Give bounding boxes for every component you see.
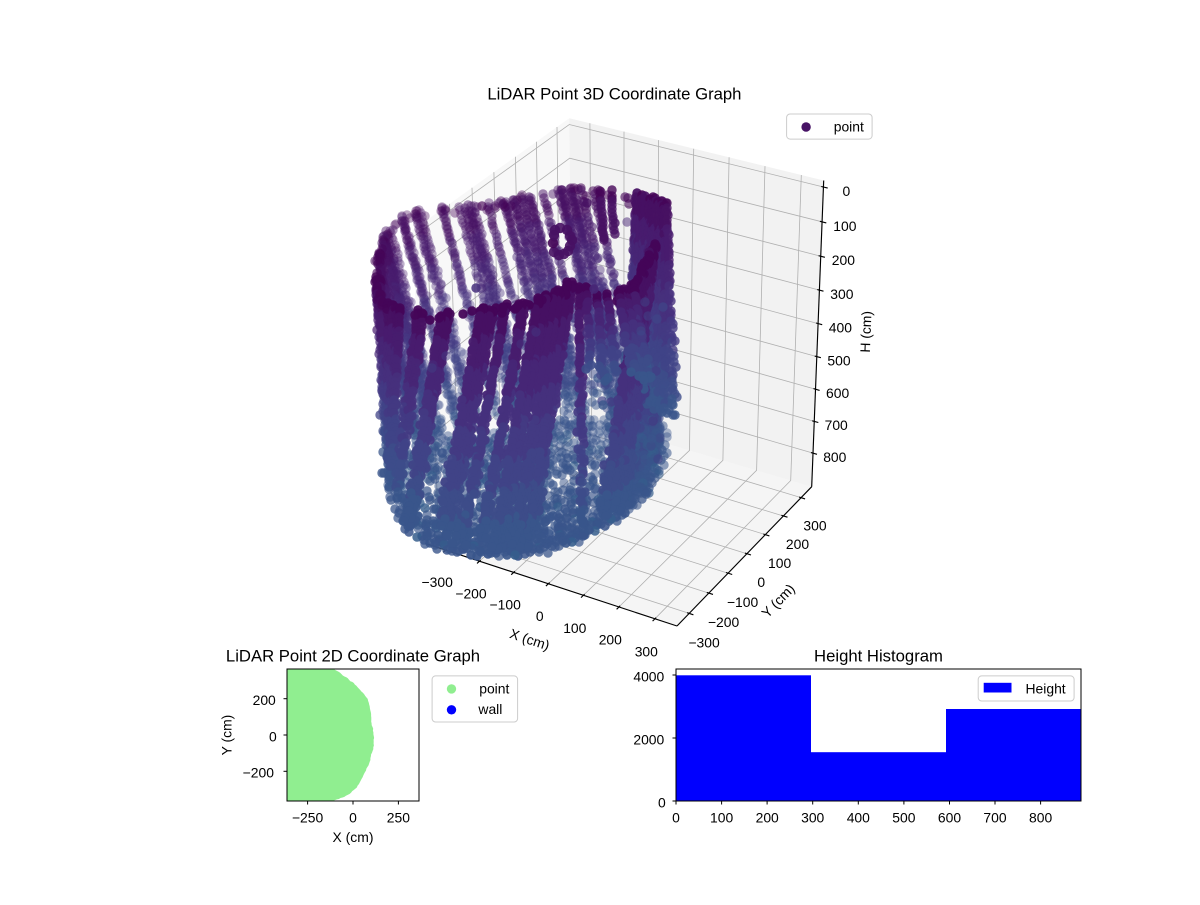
svg-text:point: point — [834, 118, 864, 134]
svg-text:−200: −200 — [708, 614, 740, 630]
svg-text:800: 800 — [1029, 810, 1052, 826]
svg-text:4000: 4000 — [633, 668, 664, 684]
svg-text:−200: −200 — [455, 585, 487, 601]
svg-text:−200: −200 — [243, 765, 275, 781]
svg-text:Y (cm): Y (cm) — [219, 715, 235, 756]
svg-text:300: 300 — [801, 810, 824, 826]
svg-text:Height: Height — [1026, 680, 1066, 696]
svg-text:300: 300 — [830, 286, 853, 302]
svg-text:0: 0 — [349, 810, 357, 826]
svg-text:200: 200 — [832, 252, 855, 268]
svg-text:200: 200 — [599, 632, 622, 648]
svg-text:600: 600 — [826, 385, 849, 401]
svg-text:0: 0 — [269, 728, 277, 744]
svg-text:LiDAR Point 2D Coordinate Grap: LiDAR Point 2D Coordinate Graph — [226, 646, 480, 665]
svg-text:−300: −300 — [688, 635, 720, 651]
svg-text:700: 700 — [983, 810, 1006, 826]
svg-text:2000: 2000 — [633, 731, 664, 747]
svg-text:800: 800 — [823, 449, 846, 465]
svg-text:0: 0 — [536, 608, 544, 624]
svg-text:100: 100 — [710, 810, 733, 826]
svg-text:0: 0 — [658, 794, 666, 810]
svg-text:500: 500 — [892, 810, 915, 826]
svg-text:LiDAR Point 3D Coordinate Grap: LiDAR Point 3D Coordinate Graph — [487, 85, 741, 104]
svg-text:300: 300 — [635, 644, 658, 660]
svg-text:wall: wall — [477, 701, 502, 717]
svg-text:0: 0 — [672, 810, 680, 826]
svg-text:Height Histogram: Height Histogram — [814, 646, 943, 665]
svg-text:0: 0 — [843, 183, 851, 199]
svg-text:400: 400 — [829, 319, 852, 335]
svg-text:300: 300 — [803, 518, 826, 534]
svg-text:0: 0 — [757, 574, 765, 590]
svg-text:100: 100 — [768, 555, 791, 571]
svg-text:500: 500 — [827, 352, 850, 368]
svg-text:−100: −100 — [727, 594, 759, 610]
svg-text:−100: −100 — [490, 597, 522, 613]
svg-text:point: point — [479, 680, 509, 696]
svg-text:200: 200 — [253, 692, 276, 708]
svg-text:−300: −300 — [422, 574, 454, 590]
svg-text:−250: −250 — [292, 810, 324, 826]
svg-text:700: 700 — [825, 417, 848, 433]
svg-text:100: 100 — [563, 620, 586, 636]
svg-text:200: 200 — [786, 536, 809, 552]
svg-text:100: 100 — [833, 218, 856, 234]
svg-text:200: 200 — [756, 810, 779, 826]
svg-text:600: 600 — [938, 810, 961, 826]
svg-text:H (cm): H (cm) — [857, 311, 875, 353]
svg-text:X (cm): X (cm) — [333, 829, 374, 845]
svg-text:400: 400 — [847, 810, 870, 826]
svg-text:250: 250 — [387, 810, 410, 826]
